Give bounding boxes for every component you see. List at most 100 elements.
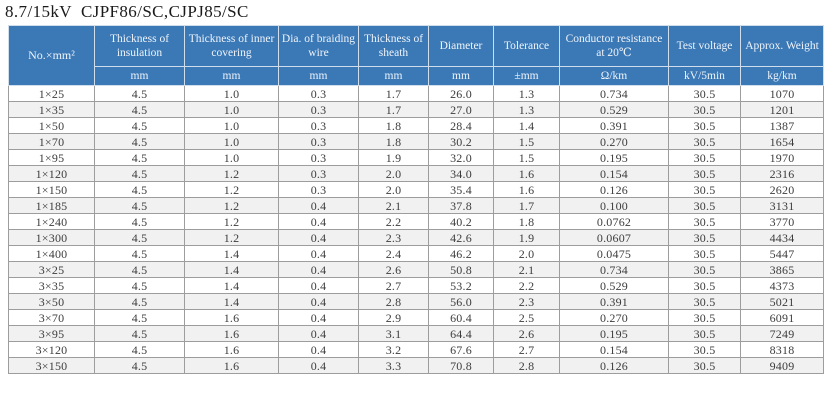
cell-thickness-inner-covering: 1.0	[184, 149, 279, 166]
cell-thickness-inner-covering: 1.0	[184, 117, 279, 134]
cell-dia-braiding-wire: 0.3	[278, 181, 359, 198]
cell-conductor-resistance: 0.270	[559, 309, 669, 326]
cell-thickness-inner-covering: 1.6	[184, 341, 279, 358]
cell-approx-weight: 1654	[740, 133, 824, 150]
cell-tolerance: 1.6	[493, 181, 560, 198]
cell-approx-weight: 1970	[740, 149, 824, 166]
cell-tolerance: 1.5	[493, 133, 560, 150]
cell-approx-weight: 1201	[740, 101, 824, 118]
column-header-dia-braiding-wire: Dia. of braiding wire	[278, 25, 359, 67]
cell-size-spec: 1×120	[8, 165, 95, 182]
cell-diameter: 40.2	[428, 213, 494, 230]
table-row: 1×185 4.5 1.2 0.4 2.1 37.8 1.7 0.100 30.5 3131	[8, 197, 824, 214]
cell-thickness-inner-covering: 1.2	[184, 197, 279, 214]
table-row: 1×70 4.5 1.0 0.3 1.8 30.2 1.5 0.270 30.5 1654	[8, 133, 824, 150]
cell-diameter: 70.8	[428, 357, 494, 374]
cell-tolerance: 1.8	[493, 213, 560, 230]
cell-thickness-inner-covering: 1.4	[184, 277, 279, 294]
column-unit-diameter: mm	[428, 66, 494, 86]
cell-size-spec: 1×150	[8, 181, 95, 198]
column-header-conductor-resistance: Conductor resistance at 20℃	[559, 25, 669, 67]
cell-tolerance: 1.3	[493, 85, 560, 102]
cell-dia-braiding-wire: 0.3	[278, 117, 359, 134]
cell-tolerance: 2.8	[493, 357, 560, 374]
cell-size-spec: 1×185	[8, 197, 95, 214]
cell-dia-braiding-wire: 0.3	[278, 101, 359, 118]
cell-size-spec: 1×400	[8, 245, 95, 262]
cell-size-spec: 3×150	[8, 357, 95, 374]
cell-test-voltage: 30.5	[668, 165, 741, 182]
cell-conductor-resistance: 0.0762	[559, 213, 669, 230]
cell-tolerance: 2.3	[493, 293, 560, 310]
cell-test-voltage: 30.5	[668, 117, 741, 134]
table-row: 3×50 4.5 1.4 0.4 2.8 56.0 2.3 0.391 30.5 5021	[8, 293, 824, 310]
table-row: 1×400 4.5 1.4 0.4 2.4 46.2 2.0 0.0475 30.5 5447	[8, 245, 824, 262]
cell-size-spec: 1×95	[8, 149, 95, 166]
cell-approx-weight: 3865	[740, 261, 824, 278]
page-title: 8.7/15kV CJPF86/SC,CJPJ85/SC	[5, 2, 249, 21]
table-row: 1×120 4.5 1.2 0.3 2.0 34.0 1.6 0.154 30.5 2316	[8, 165, 824, 182]
cell-size-spec: 3×70	[8, 309, 95, 326]
table-row: 3×150 4.5 1.6 0.4 3.3 70.8 2.8 0.126 30.5 9409	[8, 357, 824, 374]
cell-test-voltage: 30.5	[668, 149, 741, 166]
cell-thickness-insulation: 4.5	[94, 117, 185, 134]
cell-tolerance: 1.9	[493, 229, 560, 246]
column-header-approx-weight: Approx. Weight	[740, 25, 824, 67]
cell-thickness-insulation: 4.5	[94, 341, 185, 358]
cell-conductor-resistance: 0.270	[559, 133, 669, 150]
cell-conductor-resistance: 0.195	[559, 149, 669, 166]
cell-thickness-insulation: 4.5	[94, 85, 185, 102]
cell-thickness-inner-covering: 1.0	[184, 101, 279, 118]
cell-thickness-insulation: 4.5	[94, 165, 185, 182]
cell-test-voltage: 30.5	[668, 325, 741, 342]
cell-dia-braiding-wire: 0.3	[278, 165, 359, 182]
cell-size-spec: 3×25	[8, 261, 95, 278]
cell-thickness-sheath: 2.7	[358, 277, 429, 294]
cell-thickness-insulation: 4.5	[94, 293, 185, 310]
table-row: 1×50 4.5 1.0 0.3 1.8 28.4 1.4 0.391 30.5 1387	[8, 117, 824, 134]
cell-dia-braiding-wire: 0.3	[278, 133, 359, 150]
cell-thickness-sheath: 3.3	[358, 357, 429, 374]
cell-thickness-inner-covering: 1.4	[184, 245, 279, 262]
cell-thickness-insulation: 4.5	[94, 229, 185, 246]
cell-dia-braiding-wire: 0.4	[278, 245, 359, 262]
cell-conductor-resistance: 0.195	[559, 325, 669, 342]
column-header-no-mm2: No.×mm²	[8, 25, 95, 86]
cell-dia-braiding-wire: 0.3	[278, 85, 359, 102]
column-header-thickness-insulation: Thickness of insulation	[94, 25, 185, 67]
cell-approx-weight: 1070	[740, 85, 824, 102]
cell-size-spec: 3×50	[8, 293, 95, 310]
cell-test-voltage: 30.5	[668, 261, 741, 278]
cell-test-voltage: 30.5	[668, 181, 741, 198]
cell-thickness-sheath: 1.7	[358, 101, 429, 118]
cell-approx-weight: 4434	[740, 229, 824, 246]
cell-diameter: 50.8	[428, 261, 494, 278]
cell-conductor-resistance: 0.391	[559, 117, 669, 134]
cell-conductor-resistance: 0.0475	[559, 245, 669, 262]
cell-dia-braiding-wire: 0.4	[278, 197, 359, 214]
cell-dia-braiding-wire: 0.4	[278, 341, 359, 358]
cell-test-voltage: 30.5	[668, 197, 741, 214]
cell-thickness-sheath: 3.2	[358, 341, 429, 358]
table-row: 3×95 4.5 1.6 0.4 3.1 64.4 2.6 0.195 30.5 7249	[8, 325, 824, 342]
cell-size-spec: 1×50	[8, 117, 95, 134]
cell-diameter: 34.0	[428, 165, 494, 182]
cell-thickness-insulation: 4.5	[94, 245, 185, 262]
cell-thickness-inner-covering: 1.2	[184, 229, 279, 246]
column-unit-tolerance: ±mm	[493, 66, 560, 86]
cell-approx-weight: 8318	[740, 341, 824, 358]
cell-thickness-sheath: 2.4	[358, 245, 429, 262]
cell-thickness-inner-covering: 1.6	[184, 325, 279, 342]
cell-conductor-resistance: 0.529	[559, 277, 669, 294]
cell-diameter: 53.2	[428, 277, 494, 294]
cell-diameter: 46.2	[428, 245, 494, 262]
cell-test-voltage: 30.5	[668, 341, 741, 358]
cell-tolerance: 2.5	[493, 309, 560, 326]
cell-diameter: 67.6	[428, 341, 494, 358]
column-header-test-voltage: Test voltage	[668, 25, 741, 67]
column-header-thickness-inner-covering: Thickness of inner covering	[184, 25, 279, 67]
cell-thickness-insulation: 4.5	[94, 101, 185, 118]
cell-diameter: 32.0	[428, 149, 494, 166]
table-row: 3×25 4.5 1.4 0.4 2.6 50.8 2.1 0.734 30.5 3865	[8, 261, 824, 278]
cell-diameter: 64.4	[428, 325, 494, 342]
